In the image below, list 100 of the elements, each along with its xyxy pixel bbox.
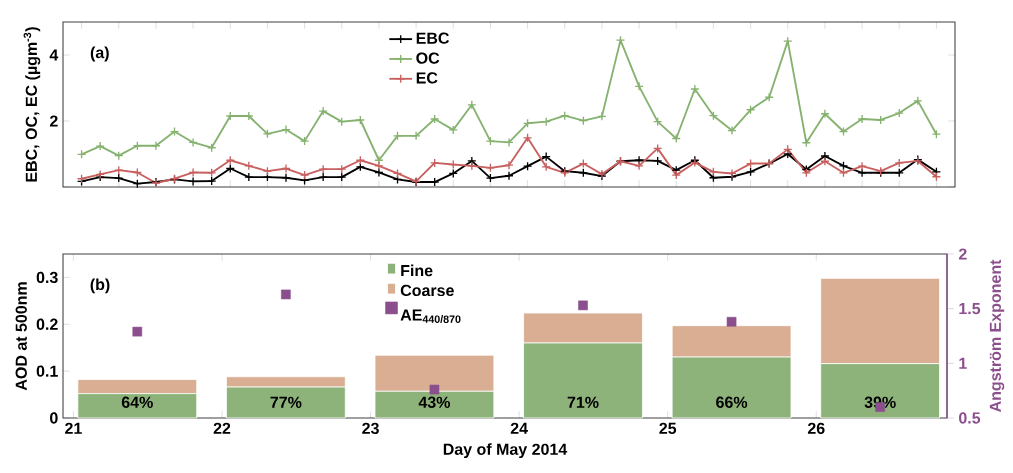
legend-label: EC <box>416 72 438 84</box>
legend-label: Coarse <box>400 284 454 297</box>
point <box>281 173 291 183</box>
y2-tick-label: 1.5 <box>959 303 981 315</box>
legend-label: EBC <box>416 32 450 44</box>
point <box>392 131 403 141</box>
point <box>485 173 496 183</box>
annotation: 43% <box>418 396 451 408</box>
point <box>262 172 273 182</box>
point <box>467 100 477 110</box>
point <box>504 160 514 170</box>
annotation: 77% <box>270 396 302 408</box>
point <box>337 172 347 182</box>
y-tick-label: 2 <box>49 115 58 127</box>
point <box>467 161 477 171</box>
annotation: 66% <box>716 396 748 408</box>
point <box>913 96 923 106</box>
point <box>597 111 607 122</box>
point <box>281 163 291 174</box>
point <box>114 173 124 183</box>
point <box>783 36 793 46</box>
point <box>299 170 310 180</box>
point <box>299 136 310 146</box>
point <box>671 170 681 180</box>
point <box>318 106 328 116</box>
point <box>634 161 644 171</box>
point <box>188 137 198 148</box>
point <box>615 35 626 45</box>
point <box>820 156 830 166</box>
point <box>188 176 198 187</box>
x-tick-label: 25 <box>659 422 677 435</box>
x-tick-label: 24 <box>510 422 528 434</box>
point <box>875 115 886 125</box>
x-axis-title: Day of May 2014 <box>443 443 568 459</box>
point <box>727 168 737 179</box>
point <box>764 92 774 102</box>
point <box>244 161 254 171</box>
point <box>857 161 867 171</box>
point <box>281 124 291 135</box>
point <box>857 114 867 124</box>
point <box>411 131 421 141</box>
point <box>114 165 124 175</box>
point <box>281 289 291 300</box>
y2-axis-title: Angström Exponent <box>989 259 1005 413</box>
legend-label: OC <box>416 52 440 64</box>
point <box>652 156 663 166</box>
point <box>504 171 514 181</box>
y-tick-label: 4 <box>49 49 59 61</box>
point <box>634 81 644 92</box>
point <box>838 161 849 171</box>
y-tick-label: 0.1 <box>36 365 58 377</box>
y2-tick-label: 0.5 <box>959 412 981 424</box>
point <box>894 158 904 168</box>
annotation: (b) <box>90 278 110 294</box>
point <box>430 114 440 124</box>
point <box>894 108 904 118</box>
point <box>429 384 440 395</box>
point <box>244 172 254 182</box>
point <box>355 162 366 172</box>
point <box>318 172 328 182</box>
y2-tick-label: 2 <box>958 248 967 260</box>
annotation: 71% <box>567 396 599 408</box>
point <box>485 136 496 146</box>
point <box>262 129 273 139</box>
point <box>820 109 830 119</box>
point <box>132 326 143 337</box>
point <box>95 141 105 151</box>
y-tick-label: 0.2 <box>36 318 58 330</box>
x-tick-label: 26 <box>807 422 825 435</box>
point <box>578 300 588 311</box>
annotation: (a) <box>90 46 109 62</box>
y-axis-title: AOD at 500nm <box>15 282 27 391</box>
point <box>374 161 384 171</box>
point <box>690 84 700 94</box>
x-tick-label: 23 <box>362 422 379 435</box>
y-tick-label: 0.3 <box>36 271 58 284</box>
point <box>448 125 458 135</box>
point <box>188 167 198 178</box>
point <box>504 137 514 148</box>
y2-tick-label: 1 <box>959 357 967 369</box>
point <box>151 141 161 151</box>
y-axis-title: EBC, OC, EC (µgm$^{-3}$) <box>23 27 41 182</box>
point <box>430 158 440 168</box>
point <box>541 162 551 172</box>
annotation: 64% <box>121 396 153 408</box>
point <box>355 115 366 125</box>
point <box>541 151 551 162</box>
x-tick-label: 22 <box>213 422 231 434</box>
point <box>726 316 737 327</box>
legend-label: AE$_{440/870}$ <box>400 309 461 324</box>
y-tick-label: 0 <box>50 412 58 424</box>
point <box>485 163 496 173</box>
x-tick-label: 21 <box>65 422 82 434</box>
legend-label: Fine <box>401 264 433 277</box>
point <box>727 125 737 136</box>
point <box>337 164 347 174</box>
point <box>207 176 217 186</box>
point <box>318 164 328 174</box>
point <box>262 166 273 176</box>
point <box>857 168 867 178</box>
